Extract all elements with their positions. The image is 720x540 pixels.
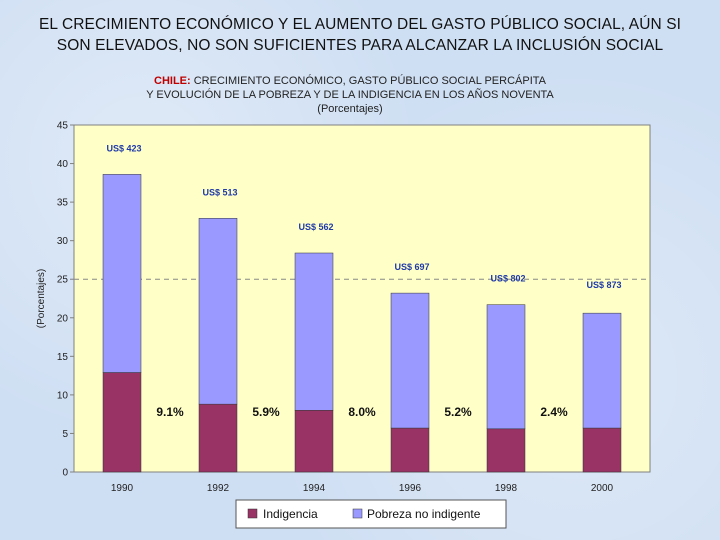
bar-indigencia [102,372,142,473]
bar-pobreza-no-indigente [582,312,622,429]
y-tick-label: 40 [57,159,69,170]
legend-box [235,499,507,529]
bar-indigencia [294,410,334,473]
chart-title-line-1: CHILE: CRECIMIENTO ECONÓMICO, GASTO PÚBL… [90,74,610,88]
legend-label-pobreza: Pobreza no indigente [367,507,481,521]
slide-title: EL CRECIMIENTO ECONÓMICO Y EL AUMENTO DE… [0,14,720,56]
growth-label: 2.4% [540,405,568,419]
y-tick-label: 5 [62,429,68,440]
chart-title: CHILE: CRECIMIENTO ECONÓMICO, GASTO PÚBL… [90,74,610,116]
bar-indigencia [582,427,622,473]
x-tick-label: 1992 [207,483,230,494]
bar-pobreza-no-indigente [294,252,334,411]
chart-title-text-1: CRECIMIENTO ECONÓMICO, GASTO PÚBLICO SOC… [193,75,546,87]
y-tick-label: 45 [57,121,69,132]
spending-label: US$ 873 [586,280,621,290]
y-tick-label: 25 [57,275,69,286]
slide-title-line-1: EL CRECIMIENTO ECONÓMICO Y EL AUMENTO DE… [38,16,682,33]
spending-label: US$ 697 [394,262,429,272]
y-tick-label: 15 [57,352,69,363]
chart-title-country: CHILE: [154,75,191,87]
spending-label: US$ 423 [106,143,141,153]
y-tick-label: 10 [57,390,69,401]
spending-label: US$ 802 [490,274,525,284]
spending-label: US$ 513 [202,187,237,197]
x-tick-label: 1998 [495,483,518,494]
bar-pobreza-no-indigente [390,292,430,429]
y-tick-label: 35 [57,198,69,209]
x-tick-label: 1994 [303,483,326,494]
growth-label: 5.9% [252,405,280,419]
bar-pobreza-no-indigente [198,218,238,405]
chart-title-line-3: (Porcentajes) [317,103,383,115]
growth-label: 9.1% [156,405,184,419]
bar-indigencia [486,428,526,473]
bar-pobreza-no-indigente [102,174,142,373]
y-tick-label: 0 [62,468,68,479]
plot-area [73,124,651,473]
slide-title-line-2: SON ELEVADOS, NO SON SUFICIENTES PARA AL… [56,37,664,54]
legend-label-indigencia: Indigencia [263,507,318,521]
growth-label: 8.0% [348,405,376,419]
x-tick-label: 2000 [591,483,614,494]
spending-label: US$ 562 [298,222,333,232]
y-tick-label: 20 [57,313,69,324]
chart-title-line-2: Y EVOLUCIÓN DE LA POBREZA Y DE LA INDIGE… [146,89,554,101]
x-tick-label: 1996 [399,483,422,494]
y-tick-label: 30 [57,236,69,247]
bar-pobreza-no-indigente [486,304,526,430]
legend-swatch-pobreza [352,508,363,519]
bar-indigencia [390,427,430,473]
y-axis-label: (Porcentajes) [36,269,47,328]
legend-swatch-indigencia [247,508,258,519]
x-tick-label: 1990 [111,483,134,494]
growth-label: 5.2% [444,405,472,419]
bar-indigencia [198,403,238,473]
